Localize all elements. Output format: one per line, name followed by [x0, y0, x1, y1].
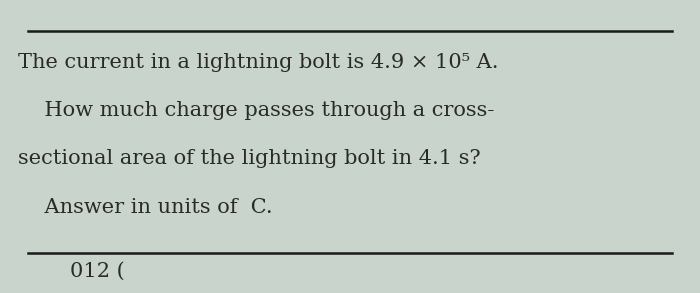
Text: Answer in units of  C.: Answer in units of C. [18, 198, 272, 217]
Text: sectional area of the lightning bolt in 4.1 s?: sectional area of the lightning bolt in … [18, 149, 480, 168]
Text: 012 (: 012 ( [70, 262, 125, 281]
Text: How much charge passes through a cross-: How much charge passes through a cross- [18, 101, 494, 120]
Text: The current in a lightning bolt is 4.9 × 10⁵ A.: The current in a lightning bolt is 4.9 ×… [18, 53, 498, 72]
